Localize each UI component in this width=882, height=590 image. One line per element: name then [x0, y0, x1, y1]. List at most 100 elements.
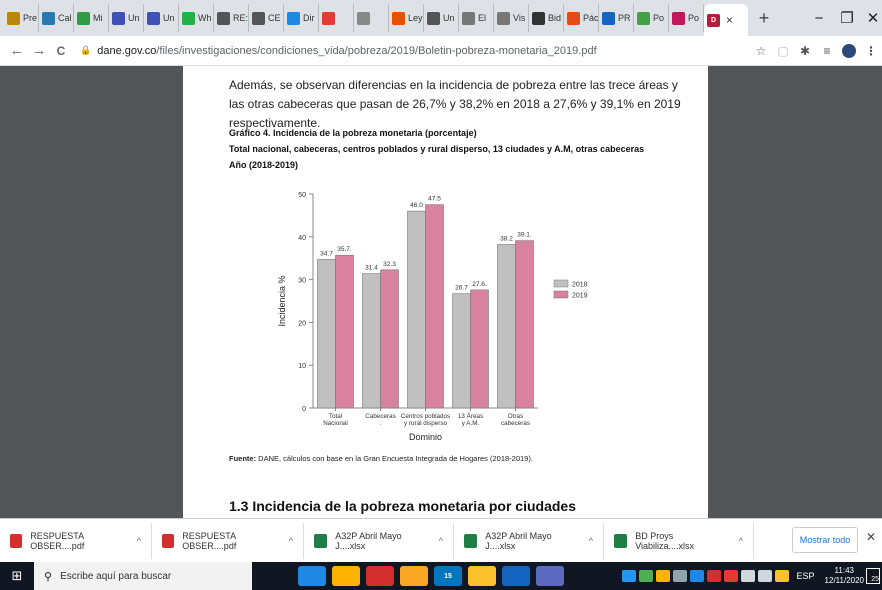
- tray-mcafee-icon[interactable]: [706, 570, 721, 582]
- clock-date: 12/11/2020: [824, 576, 864, 585]
- tray-norton-icon[interactable]: [655, 570, 670, 582]
- browser-tab[interactable]: Mi: [74, 4, 109, 32]
- download-options-caret[interactable]: ^: [438, 535, 443, 546]
- browser-tab[interactable]: El: [459, 4, 494, 32]
- browser-tab[interactable]: Un: [109, 4, 144, 32]
- source-text: DANE, cálculos con base en la Gran Encue…: [256, 454, 533, 463]
- tab-label: RE:: [233, 13, 249, 23]
- url-host: dane.gov.co: [97, 44, 157, 57]
- windows-start-icon[interactable]: ⊞: [11, 568, 23, 583]
- minimize-button[interactable]: −: [814, 9, 824, 27]
- extension-icon[interactable]: ▢: [777, 43, 789, 58]
- tab-label: Mi: [93, 13, 103, 23]
- download-options-caret[interactable]: ^: [588, 535, 593, 546]
- y-tick-label: 0: [302, 406, 306, 413]
- browser-tab[interactable]: [319, 4, 354, 32]
- new-tab-button[interactable]: +: [758, 7, 770, 28]
- d-icon: [672, 11, 685, 25]
- notifications-icon[interactable]: 25: [866, 568, 880, 584]
- clock[interactable]: 11:43 12/11/2020: [825, 566, 864, 586]
- body-paragraph: Además, se observan diferencias en la in…: [229, 78, 681, 130]
- browser-tab[interactable]: Pác: [564, 4, 599, 32]
- bar-2019: [470, 289, 489, 409]
- close-tab-icon[interactable]: ×: [726, 13, 734, 27]
- close-window-button[interactable]: ✕: [866, 10, 880, 27]
- tray-app-icon[interactable]: [621, 570, 636, 582]
- browser-tab[interactable]: PR: [599, 4, 634, 32]
- browser-tab[interactable]: Pre: [4, 4, 39, 32]
- browser-tab[interactable]: Ley: [389, 4, 424, 32]
- wifi-icon[interactable]: [740, 570, 755, 582]
- download-options-caret[interactable]: ^: [136, 535, 141, 546]
- address-bar[interactable]: 🔒 dane.gov.co/files/investigaciones/cond…: [80, 45, 750, 57]
- download-options-caret[interactable]: ^: [738, 535, 743, 546]
- tab-label: Bid: [548, 13, 562, 23]
- pdf-viewer[interactable]: Además, se observan diferencias en la in…: [0, 66, 882, 518]
- browser-tab[interactable]: [354, 4, 389, 32]
- photos-icon[interactable]: 15: [434, 566, 462, 586]
- download-item[interactable]: BD Proys Viabiliza....xlsx ^: [604, 522, 754, 559]
- close-downloads-button[interactable]: ✕: [866, 530, 877, 544]
- teams-icon[interactable]: [536, 566, 564, 586]
- browser-tab[interactable]: Po: [634, 4, 669, 32]
- download-item[interactable]: RESPUESTA OBSER....pdf ^: [0, 522, 152, 559]
- forward-button[interactable]: →: [31, 42, 47, 59]
- search-icon: ⚲: [44, 570, 53, 583]
- browser-tab[interactable]: Un: [424, 4, 459, 32]
- word-icon[interactable]: [502, 566, 530, 586]
- tab-label: Cal: [58, 13, 72, 23]
- download-item[interactable]: A32P Abril Mayo J....xlsx ^: [454, 522, 604, 559]
- bar-2018: [497, 244, 516, 409]
- browser-tab[interactable]: Un: [144, 4, 179, 32]
- legend-entry: 2018: [572, 282, 588, 289]
- y-tick-label: 30: [298, 278, 306, 285]
- browser-tab[interactable]: Bid: [529, 4, 564, 32]
- bid-icon: [532, 11, 545, 25]
- download-filename: A32P Abril Mayo J....xlsx: [485, 530, 552, 551]
- browser-tab[interactable]: Cal: [39, 4, 74, 32]
- back-button[interactable]: ←: [9, 42, 25, 59]
- browser-tab[interactable]: Po: [669, 4, 704, 32]
- star-icon[interactable]: ☆: [755, 43, 767, 58]
- tray-network-icon[interactable]: [672, 570, 687, 582]
- x-tick-label: Centros poblados: [401, 413, 450, 420]
- browser-tab[interactable]: Vis: [494, 4, 529, 32]
- reading-list-icon[interactable]: ≡: [823, 43, 831, 58]
- data-label: 32.3: [383, 261, 396, 268]
- excel-file-icon: [314, 533, 328, 548]
- edge-icon[interactable]: [298, 566, 326, 586]
- graph-title: Gráfico 4. Incidencia de la pobreza mone…: [229, 128, 477, 138]
- language-indicator[interactable]: ESP: [796, 571, 815, 581]
- show-all-button[interactable]: Mostrar todo: [792, 527, 858, 553]
- y-tick-label: 10: [298, 363, 306, 370]
- mcafee-icon[interactable]: [366, 566, 394, 586]
- chrome-icon[interactable]: [468, 566, 496, 586]
- download-item[interactable]: RESPUESTA OBSER....pdf ^: [152, 522, 304, 559]
- excel-file-icon: [614, 533, 628, 548]
- puzzle-icon[interactable]: ✱: [799, 43, 811, 58]
- reload-button[interactable]: C: [56, 43, 66, 58]
- taskbar-search[interactable]: ⚲ Escribe aquí para buscar: [34, 562, 252, 590]
- browser-tab[interactable]: Wh: [179, 4, 214, 32]
- download-options-caret[interactable]: ^: [288, 535, 293, 546]
- volume-icon[interactable]: [757, 570, 772, 582]
- tray-security-icon[interactable]: [723, 570, 738, 582]
- browser-tab[interactable]: RE:: [214, 4, 249, 32]
- tray-bluetooth-icon[interactable]: [689, 570, 704, 582]
- maximize-button[interactable]: ❐: [840, 10, 854, 27]
- data-label: 38.2: [500, 236, 513, 243]
- tab-label: Un: [443, 13, 455, 23]
- x-tick-label: 13 Áreas: [458, 411, 483, 420]
- tray-sync-icon[interactable]: [638, 570, 653, 582]
- globe-icon: [252, 11, 265, 25]
- browser-tab[interactable]: Dir: [284, 4, 319, 32]
- store-icon[interactable]: [332, 566, 360, 586]
- browser-tab[interactable]: CE: [249, 4, 284, 32]
- profile-avatar[interactable]: [838, 43, 860, 58]
- active-tab[interactable]: D ×: [704, 4, 748, 36]
- tray-chat-icon[interactable]: [774, 570, 789, 582]
- download-item[interactable]: A32P Abril Mayo J....xlsx ^: [304, 522, 454, 559]
- menu-icon[interactable]: ⋮: [865, 43, 877, 58]
- x-tick-label: y A.M.: [462, 420, 480, 427]
- file-explorer-icon[interactable]: [400, 566, 428, 586]
